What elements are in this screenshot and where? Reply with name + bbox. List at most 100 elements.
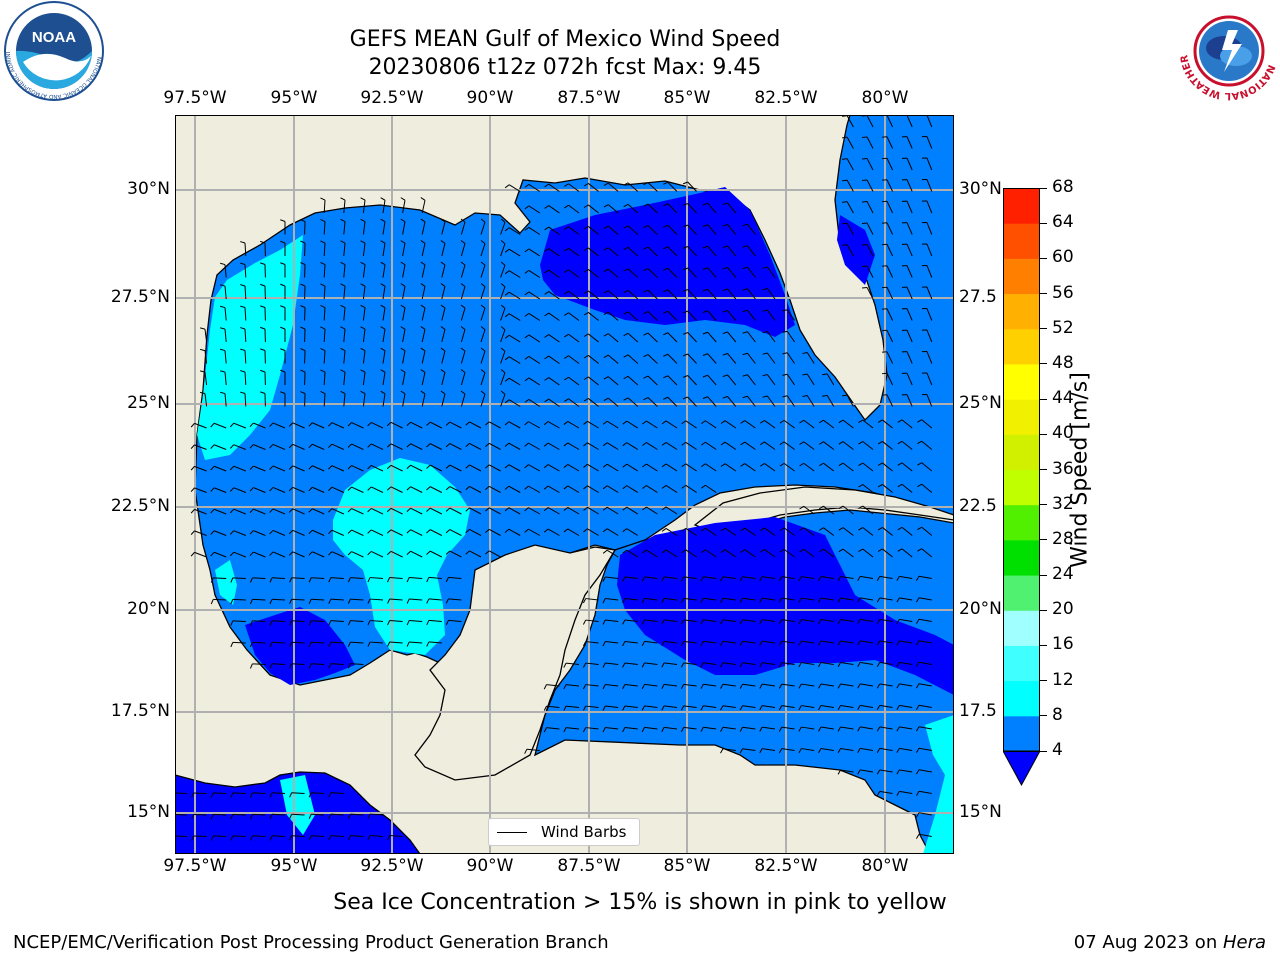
wind-barb: [289, 835, 305, 841]
wind-barb: [544, 355, 560, 364]
wind-barb: [524, 183, 541, 192]
wind-barb: [367, 507, 384, 515]
wind-barb: [876, 769, 893, 775]
wind-barb: [300, 283, 306, 300]
wind-barb: [500, 326, 506, 343]
wind-barb: [798, 576, 815, 582]
wind-barb: [603, 268, 619, 278]
wind-barb: [722, 395, 737, 407]
wind-barb: [643, 225, 658, 235]
wind-barb: [762, 309, 776, 321]
wind-barb: [921, 221, 933, 235]
wind-barb: [742, 266, 756, 278]
wind-barb: [583, 269, 599, 278]
wind-barb: [504, 227, 521, 235]
wind-barb: [623, 332, 639, 343]
wind-barb: [778, 597, 795, 603]
wind-barb: [702, 267, 717, 278]
wind-barb: [406, 486, 423, 493]
lonTop-item: 82.5°W: [754, 88, 818, 108]
wind-barb: [524, 334, 541, 343]
wind-barb: [360, 240, 366, 257]
wind-barb: [190, 465, 207, 472]
wind-barb: [347, 620, 364, 626]
wind-barb: [240, 262, 247, 278]
wind-barb: [249, 620, 266, 626]
wind-barb: [320, 240, 326, 257]
wind-barb: [742, 288, 756, 300]
wind-barb: [782, 330, 796, 343]
wind-barb: [440, 304, 446, 321]
wind-barb: [642, 463, 658, 472]
wind-barb: [190, 508, 207, 515]
wind-barb: [583, 355, 599, 364]
colorbar: [1002, 188, 1041, 788]
wind-barb: [367, 577, 384, 583]
wind-barb: [602, 506, 619, 515]
wind-barb: [759, 420, 776, 429]
wind-barb: [818, 683, 834, 689]
wind-barb: [623, 246, 639, 257]
wind-barb: [661, 576, 678, 582]
wind-barb: [504, 334, 521, 343]
wind-barb: [380, 283, 386, 300]
wind-barb: [643, 397, 658, 407]
wind-barb: [582, 684, 599, 690]
wind-barb: [445, 421, 462, 429]
wind-barb: [602, 619, 619, 625]
wind-barb: [838, 462, 854, 472]
cbLabels-item: 68: [1052, 177, 1074, 197]
wind-barb: [877, 419, 893, 429]
colorbar-tick: [1040, 433, 1047, 435]
wind-barb: [643, 246, 658, 257]
wind-barb: [269, 663, 286, 669]
wind-barb: [308, 663, 325, 669]
wind-barb: [857, 640, 874, 646]
wind-barb: [240, 327, 247, 343]
wind-barb: [563, 463, 580, 472]
wind-barb: [700, 619, 717, 625]
lonBottom-item: 90°W: [466, 856, 514, 876]
wind-barb: [862, 222, 874, 235]
wind-barb: [642, 485, 658, 493]
wind-barb: [347, 508, 364, 515]
wind-barb: [524, 226, 541, 235]
wind-barb: [663, 203, 678, 214]
wind-barb: [901, 179, 913, 192]
wind-barb: [308, 422, 325, 429]
wind-barb: [367, 598, 384, 604]
wind-barb: [762, 352, 776, 364]
wind-barb: [720, 441, 737, 450]
wind-barb: [917, 440, 933, 450]
latRight-item: 30°N: [959, 179, 1002, 199]
wind-barb: [524, 421, 541, 429]
wind-barb: [380, 218, 386, 235]
wind-barb: [544, 312, 560, 321]
wind-barb: [280, 219, 286, 235]
wind-barb: [288, 551, 305, 558]
wind-barb: [460, 304, 466, 321]
wind-barb: [380, 369, 386, 386]
wind-barb: [440, 326, 446, 343]
nws-logo: NATIONAL WEATHER SERVICE: [1174, 0, 1280, 102]
wind-barb: [328, 598, 344, 604]
wind-barb: [799, 419, 815, 429]
wind-barb: [320, 348, 326, 364]
wind-barb: [220, 327, 227, 343]
wind-barb: [504, 528, 521, 536]
wind-barb: [818, 597, 834, 603]
wind-barb: [583, 226, 599, 235]
wind-barb: [881, 157, 894, 171]
wind-barb: [842, 394, 854, 407]
wind-barb: [347, 486, 364, 493]
wind-barb: [426, 619, 442, 626]
wind-barbs: [171, 114, 933, 841]
wind-barb: [210, 465, 227, 472]
wind-barb: [300, 326, 306, 343]
wind-barb: [603, 311, 619, 321]
wind-barb: [445, 486, 462, 493]
wind-barb: [842, 136, 854, 149]
lonBottom-item: 80°W: [861, 856, 909, 876]
wind-barb: [917, 548, 933, 558]
wind-barb: [702, 288, 717, 300]
